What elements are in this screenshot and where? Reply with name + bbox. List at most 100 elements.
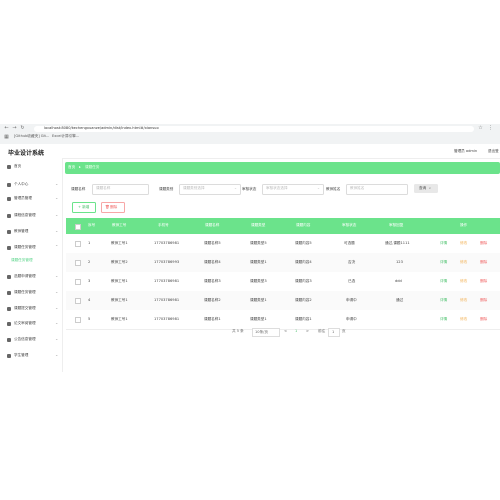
cell-type: 课题类型1 bbox=[250, 316, 267, 321]
chevron-down-icon: ⌄ bbox=[55, 273, 59, 278]
row-checkbox[interactable] bbox=[75, 317, 81, 323]
cell-status: 申请中 bbox=[346, 297, 357, 302]
submit-icon bbox=[7, 306, 11, 311]
student-icon bbox=[7, 353, 11, 358]
sidebar-item-student[interactable]: 学生管理 ⌄ bbox=[0, 350, 62, 362]
chevron-down-icon: ⌄ bbox=[234, 186, 238, 191]
col-reply: 审核回复 bbox=[389, 223, 404, 228]
pagination-total: 共 5 条 bbox=[232, 328, 244, 333]
sidebar-item-task2[interactable]: 课题任务管理 ⌄ bbox=[0, 287, 62, 299]
cell-phone: 17703786993 bbox=[154, 259, 180, 264]
task-icon bbox=[7, 245, 11, 250]
type-select[interactable]: 课题类别选择 ⌄ bbox=[179, 184, 241, 195]
browser-toolbar: ← → ↻ localhost:8080/kechengxuanze/admin… bbox=[0, 124, 500, 145]
filter-label-status: 审核状态 bbox=[242, 187, 257, 191]
edit-button[interactable]: 修改 bbox=[460, 297, 468, 302]
col-index: 序号 bbox=[88, 223, 96, 228]
cell-phone: 17703786981 bbox=[154, 316, 180, 321]
forward-icon[interactable]: → bbox=[12, 125, 17, 131]
cell-reply: 通过,课题1111 bbox=[385, 240, 410, 245]
cell-content: 课题内容5 bbox=[295, 240, 312, 245]
view-button[interactable]: 详情 bbox=[440, 278, 448, 283]
cell-content: 课题内容2 bbox=[295, 297, 312, 302]
goto-page-input[interactable]: 1 bbox=[328, 328, 340, 337]
menu-icon[interactable]: ⋮ bbox=[488, 125, 493, 131]
bookmark-github[interactable]: [Github收藏夹] Git... bbox=[14, 134, 50, 138]
chevron-down-icon: ⌄ bbox=[55, 195, 59, 200]
address-bar[interactable]: localhost:8080/kechengxuanze/admin/dist/… bbox=[34, 126, 474, 132]
trash-icon: 🗑 bbox=[105, 204, 110, 209]
sidebar-item-admin[interactable]: 管理员管理 ⌄ bbox=[0, 193, 62, 205]
status-select[interactable]: 审核状态选择 ⌄ bbox=[262, 184, 324, 195]
cell-status: 否决 bbox=[348, 259, 356, 264]
chevron-down-icon: ⌄ bbox=[55, 320, 59, 325]
cell-type: 课题类型3 bbox=[250, 278, 267, 283]
delete-button[interactable]: 🗑 删除 bbox=[101, 202, 125, 213]
cell-teacher-id: 教师工号1 bbox=[111, 316, 128, 321]
cell-teacher-id: 教师工号1 bbox=[111, 278, 128, 283]
delete-row-button[interactable]: 删除 bbox=[480, 259, 488, 264]
teacher-input[interactable]: 教师姓名 bbox=[346, 184, 408, 195]
cell-teacher-id: 教师工号1 bbox=[111, 240, 128, 245]
user-icon bbox=[7, 182, 11, 187]
apps-icon[interactable]: ▦ bbox=[4, 134, 9, 140]
sidebar-subitem-task[interactable]: 课题任务管理 bbox=[11, 258, 33, 262]
chevron-down-icon: ⌄ bbox=[55, 181, 59, 186]
select-all-checkbox[interactable] bbox=[75, 224, 81, 230]
cell-reply: 通过 bbox=[396, 297, 404, 302]
breadcrumb-home[interactable]: 首页 bbox=[68, 165, 76, 169]
delete-row-button[interactable]: 删除 bbox=[480, 297, 488, 302]
cell-status: 申请中 bbox=[346, 316, 357, 321]
next-page-button[interactable]: > bbox=[306, 328, 310, 333]
row-checkbox[interactable] bbox=[75, 260, 81, 266]
edit-button[interactable]: 修改 bbox=[460, 259, 468, 264]
page-1-button[interactable]: 1 bbox=[295, 328, 298, 333]
delete-row-button[interactable]: 删除 bbox=[480, 316, 488, 321]
view-button[interactable]: 详情 bbox=[440, 259, 448, 264]
view-button[interactable]: 详情 bbox=[440, 240, 448, 245]
edit-button[interactable]: 修改 bbox=[460, 240, 468, 245]
reload-icon[interactable]: ↻ bbox=[20, 125, 25, 131]
bookmark-excel[interactable]: Excel计算引擎... bbox=[52, 134, 80, 138]
view-button[interactable]: 详情 bbox=[440, 316, 448, 321]
sidebar-item-review[interactable]: 论文审阅管理 ⌄ bbox=[0, 318, 62, 330]
extensions-icon[interactable]: ☆ bbox=[478, 125, 483, 131]
search-icon: ⌕ bbox=[429, 185, 432, 190]
table-row: 2 教师工号2 17703786993 课题名称4 课题类型1 课题内容4 否决… bbox=[66, 253, 500, 273]
back-icon[interactable]: ← bbox=[4, 125, 9, 131]
home-icon bbox=[7, 164, 11, 169]
query-button[interactable]: 查询 ⌕ bbox=[414, 184, 438, 193]
sidebar-item-apply[interactable]: 选题申请管理 ⌄ bbox=[0, 271, 62, 283]
sidebar-item-course[interactable]: 课程信息管理 ⌄ bbox=[0, 210, 62, 222]
cell-phone: 17703786981 bbox=[154, 240, 180, 245]
sidebar-item-teacher[interactable]: 教师管理 ⌄ bbox=[0, 226, 62, 238]
table-row: 3 教师工号1 17703786981 课题名称3 课题类型3 课题内容3 已选… bbox=[66, 272, 500, 292]
name-input[interactable]: 课题名称 bbox=[92, 184, 149, 195]
row-checkbox[interactable] bbox=[75, 241, 81, 247]
row-checkbox[interactable] bbox=[75, 298, 81, 304]
breadcrumb: 首页 ▸ 课题任务 bbox=[65, 162, 500, 174]
breadcrumb-current: 课题任务 bbox=[85, 165, 100, 169]
sidebar-item-notice[interactable]: 公告信息管理 ⌄ bbox=[0, 334, 62, 346]
edit-button[interactable]: 修改 bbox=[460, 316, 468, 321]
cell-phone: 17703786981 bbox=[154, 297, 180, 302]
view-button[interactable]: 详情 bbox=[440, 297, 448, 302]
delete-row-button[interactable]: 删除 bbox=[480, 278, 488, 283]
row-checkbox[interactable] bbox=[75, 279, 81, 285]
cell-index: 3 bbox=[88, 278, 91, 283]
teacher-placeholder: 教师姓名 bbox=[350, 186, 365, 191]
logout-link[interactable]: 退出登 bbox=[488, 148, 499, 153]
cell-phone: 17703786981 bbox=[154, 278, 180, 283]
sidebar-item-home[interactable]: 首页 bbox=[0, 161, 62, 173]
app-title: 毕业设计系统 bbox=[8, 150, 45, 157]
page-size-select[interactable]: 10条/页 bbox=[252, 328, 280, 337]
delete-row-button[interactable]: 删除 bbox=[480, 240, 488, 245]
edit-button[interactable]: 修改 bbox=[460, 278, 468, 283]
prev-page-button[interactable]: < bbox=[284, 328, 288, 333]
sidebar-item-task[interactable]: 课题任务管理 ⌃ bbox=[0, 242, 62, 254]
sidebar-item-submit[interactable]: 课题提交管理 ⌄ bbox=[0, 303, 62, 315]
sidebar-item-profile[interactable]: 个人中心 ⌄ bbox=[0, 179, 62, 191]
col-name: 课题名称 bbox=[205, 223, 220, 228]
add-button[interactable]: + 新增 bbox=[72, 202, 96, 213]
cell-content: 课题内容3 bbox=[295, 278, 312, 283]
